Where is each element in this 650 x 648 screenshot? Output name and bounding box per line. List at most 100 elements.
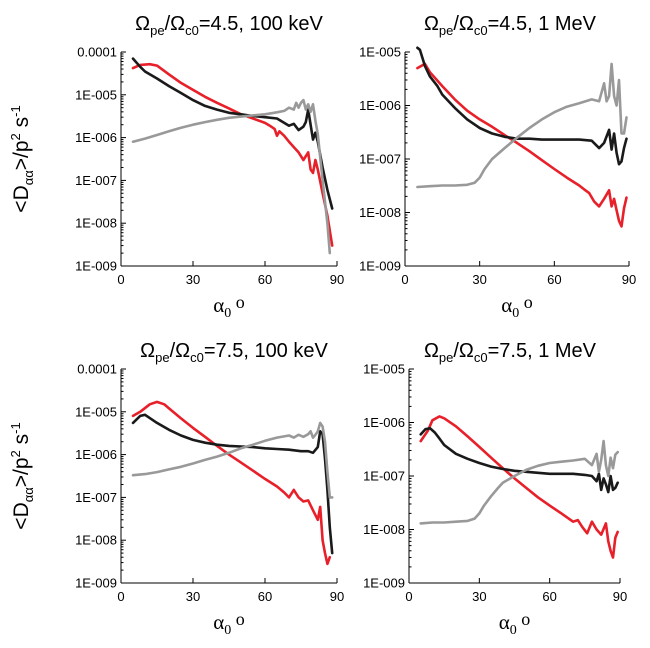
title-omega: /Ω bbox=[170, 340, 191, 362]
black-series-line bbox=[416, 46, 628, 166]
xlabel-superscript: o bbox=[517, 609, 531, 629]
ylabel-text: >/p bbox=[10, 457, 33, 487]
y-tick-label: 1E-009 bbox=[75, 576, 117, 591]
gray-series-line bbox=[131, 421, 334, 499]
black-series-line bbox=[419, 426, 620, 494]
title-subscript: c0 bbox=[190, 350, 204, 365]
ylabel-text: >/p bbox=[10, 140, 33, 170]
title-omega: Ω bbox=[135, 13, 150, 35]
title-subscript: c0 bbox=[474, 350, 488, 365]
ylabel-superscript: 2 bbox=[8, 450, 23, 457]
x-tick-label: 30 bbox=[186, 272, 200, 287]
xlabel-alpha: α bbox=[213, 293, 224, 317]
y-tick-label: 1E-006 bbox=[359, 98, 401, 113]
title-omega: Ω bbox=[140, 340, 155, 362]
gray-series-line bbox=[419, 439, 620, 525]
title-subscript: c0 bbox=[185, 23, 199, 38]
x-tick-label: 0 bbox=[117, 272, 124, 287]
y-tick-label: 1E-009 bbox=[75, 259, 117, 274]
y-tick-label: 1E-008 bbox=[359, 205, 401, 220]
gray-series-line bbox=[416, 62, 628, 189]
title-omega: /Ω bbox=[453, 340, 474, 362]
xlabel-subscript: 0 bbox=[224, 306, 231, 321]
x-tick-label: 0 bbox=[405, 589, 412, 604]
ylabel-text: s bbox=[10, 117, 33, 133]
title-text: =7.5, 1 MeV bbox=[488, 340, 597, 362]
red-series-line bbox=[419, 415, 620, 559]
red-series-line bbox=[416, 62, 628, 228]
y-tick-label: 1E-005 bbox=[359, 45, 401, 60]
y-axis-label: <Dαα>/p2 s-1 bbox=[8, 105, 36, 212]
red-series-line bbox=[131, 400, 332, 566]
y-tick-label: 1E-006 bbox=[75, 447, 117, 462]
xlabel-alpha: α bbox=[499, 610, 510, 634]
title-subscript: c0 bbox=[474, 23, 488, 38]
title-text: =4.5, 1 MeV bbox=[488, 13, 597, 35]
y-tick-label: 1E-009 bbox=[359, 259, 401, 274]
ylabel-text: <D bbox=[10, 502, 33, 529]
x-tick-label: 60 bbox=[258, 589, 272, 604]
ylabel-superscript: 2 bbox=[8, 133, 23, 140]
y-tick-label: 1E-009 bbox=[363, 576, 405, 591]
y-tick-label: 1E-007 bbox=[75, 490, 117, 505]
y-tick-label: 1E-006 bbox=[75, 130, 117, 145]
title-subscript: pe bbox=[439, 350, 453, 365]
xlabel-subscript: 0 bbox=[512, 306, 519, 321]
chart-panel-3: 1E-009 1E-008 1E-007 1E-006 1E-005 0.0001 0 30 6… bbox=[8, 340, 344, 638]
chart-title: Ωpe/Ωc0=7.5, 100 keV bbox=[140, 340, 328, 365]
x-tick-label: 90 bbox=[330, 272, 344, 287]
x-tick-label: 30 bbox=[472, 272, 486, 287]
x-axis-label: α0 o bbox=[501, 292, 533, 321]
y-tick-label: 1E-006 bbox=[363, 415, 405, 430]
title-omega: Ω bbox=[424, 340, 439, 362]
ylabel-superscript: -1 bbox=[8, 105, 23, 117]
x-tick-label: 60 bbox=[258, 272, 272, 287]
ylabel-superscript: -1 bbox=[8, 422, 23, 434]
x-tick-label: 60 bbox=[542, 589, 556, 604]
y-tick-label: 1E-007 bbox=[359, 152, 401, 167]
red-series-line bbox=[131, 62, 334, 247]
x-axis-label: α0 o bbox=[213, 609, 245, 638]
x-tick-label: 0 bbox=[117, 589, 124, 604]
title-subscript: pe bbox=[150, 23, 164, 38]
x-tick-label: 60 bbox=[547, 272, 561, 287]
y-tick-label: 1E-007 bbox=[75, 173, 117, 188]
chart-panel-2: 1E-009 1E-008 1E-007 1E-006 1E-005 0 30 60 90 Ωpe… bbox=[359, 13, 636, 321]
x-axis-label: α0 o bbox=[213, 292, 245, 321]
x-tick-label: 90 bbox=[613, 589, 627, 604]
title-text: =7.5, 100 keV bbox=[204, 340, 329, 362]
xlabel-superscript: o bbox=[231, 609, 245, 629]
chart-title: Ωpe/Ωc0=4.5, 1 MeV bbox=[424, 13, 597, 38]
y-tick-label: 1E-007 bbox=[363, 469, 405, 484]
black-series-line bbox=[131, 57, 334, 210]
x-tick-label: 30 bbox=[186, 589, 200, 604]
chart-panel-4: 1E-009 1E-008 1E-007 1E-006 1E-005 0 30 60 90 Ωpe… bbox=[363, 340, 627, 638]
ylabel-text: <D bbox=[10, 185, 33, 212]
title-omega: Ω bbox=[424, 13, 439, 35]
title-text: =4.5, 100 keV bbox=[199, 13, 324, 35]
chart-title: Ωpe/Ωc0=4.5, 100 keV bbox=[135, 13, 323, 38]
xlabel-alpha: α bbox=[501, 293, 512, 317]
y-tick-label: 1E-008 bbox=[363, 522, 405, 537]
title-omega: /Ω bbox=[453, 13, 474, 35]
xlabel-superscript: o bbox=[231, 292, 245, 312]
x-tick-label: 30 bbox=[472, 589, 486, 604]
xlabel-alpha: α bbox=[213, 610, 224, 634]
x-tick-label: 90 bbox=[330, 589, 344, 604]
x-tick-label: 90 bbox=[622, 272, 636, 287]
x-tick-label: 0 bbox=[401, 272, 408, 287]
title-subscript: pe bbox=[439, 23, 453, 38]
x-axis-label: α0 o bbox=[499, 609, 531, 638]
chart-panel-1: 1E-009 1E-008 1E-007 1E-006 1E-005 0.0001 0 30 6… bbox=[8, 13, 344, 321]
y-tick-label: 1E-005 bbox=[363, 362, 405, 377]
gray-series-line bbox=[131, 98, 332, 255]
ylabel-text: s bbox=[10, 434, 33, 450]
ylabel-subscript: αα bbox=[21, 170, 36, 186]
y-tick-label: 0.0001 bbox=[77, 45, 117, 60]
xlabel-subscript: 0 bbox=[510, 623, 517, 638]
y-tick-label: 1E-005 bbox=[75, 404, 117, 419]
title-subscript: pe bbox=[155, 350, 169, 365]
y-tick-label: 1E-008 bbox=[75, 216, 117, 231]
y-tick-label: 1E-005 bbox=[75, 87, 117, 102]
